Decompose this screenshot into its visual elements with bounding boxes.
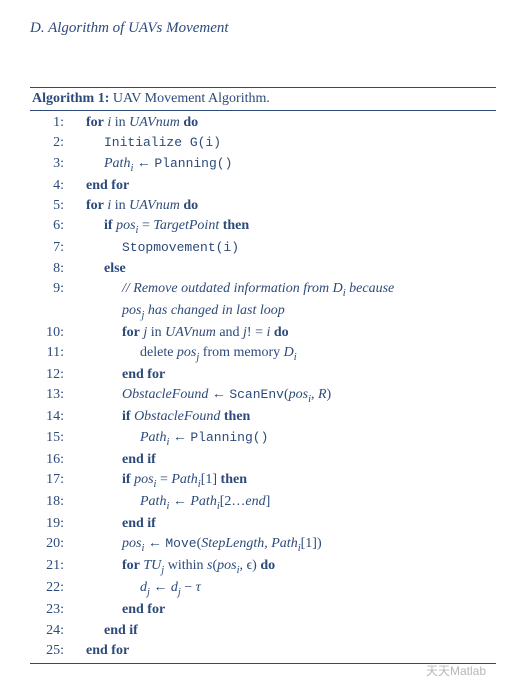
algorithm-title: UAV Movement Algorithm. (113, 91, 270, 106)
section-heading: D. Algorithm of UAVs Movement (30, 20, 496, 37)
watermark-text: 天天Matlab (426, 662, 486, 679)
line-code: else (68, 259, 126, 279)
algo-line: 21:for TUj within s(posi, ϵ) do (30, 556, 496, 578)
algo-line: 1:for i in UAVnum do (30, 113, 496, 133)
algo-line: 12:end for (30, 365, 496, 385)
algo-line: 20:posi ← Move(StepLength, Pathi[1]) (30, 534, 496, 556)
line-number: 23: (30, 600, 68, 620)
section-label: D. (30, 20, 45, 36)
algo-line: 8:else (30, 259, 496, 279)
line-code: end for (68, 176, 129, 196)
line-code: delete posj from memory Di (68, 343, 297, 365)
algorithm-box: Algorithm 1: UAV Movement Algorithm. 1:f… (30, 87, 496, 664)
algo-line: 4:end for (30, 176, 496, 196)
line-code: for i in UAVnum do (68, 113, 198, 133)
line-code: // Remove outdated information from Di b… (68, 279, 394, 301)
algo-line: posj has changed in last loop (30, 301, 496, 323)
line-number: 1: (30, 113, 68, 133)
algo-line: 9:// Remove outdated information from Di… (30, 279, 496, 301)
line-code: end if (68, 450, 156, 470)
line-number: 9: (30, 279, 68, 299)
line-number: 13: (30, 385, 68, 405)
section-title: Algorithm of UAVs Movement (48, 20, 228, 36)
algo-line: 17:if posi = Pathi[1] then (30, 470, 496, 492)
line-number: 19: (30, 514, 68, 534)
line-code: posj has changed in last loop (68, 301, 285, 323)
algo-line: 15:Pathi ← Planning() (30, 428, 496, 450)
line-code: for j in UAVnum and j! = i do (68, 323, 289, 343)
line-number: 24: (30, 621, 68, 641)
algo-line: 25:end for (30, 641, 496, 661)
line-code: end for (68, 600, 165, 620)
algo-line: 19:end if (30, 514, 496, 534)
line-code: Pathi ← Pathi[2…end] (68, 492, 270, 514)
line-code: end for (68, 365, 165, 385)
line-number: 8: (30, 259, 68, 279)
line-number: 14: (30, 407, 68, 427)
algo-line: 14:if ObstacleFound then (30, 407, 496, 427)
line-number: 20: (30, 534, 68, 554)
algorithm-body: 1:for i in UAVnum do2:Initialize G(i)3:P… (30, 111, 496, 663)
algo-line: 23:end for (30, 600, 496, 620)
algo-line: 5:for i in UAVnum do (30, 196, 496, 216)
line-number: 12: (30, 365, 68, 385)
line-code: Pathi ← Planning() (68, 428, 268, 450)
algo-line: 6:if posi = TargetPoint then (30, 216, 496, 238)
algo-line: 7:Stopmovement(i) (30, 238, 496, 258)
line-code: end if (68, 621, 138, 641)
line-code: if posi = TargetPoint then (68, 216, 249, 238)
line-code: posi ← Move(StepLength, Pathi[1]) (68, 534, 322, 556)
line-number: 17: (30, 470, 68, 490)
line-number: 15: (30, 428, 68, 448)
line-number: 25: (30, 641, 68, 661)
line-number: 6: (30, 216, 68, 236)
line-number: 11: (30, 343, 68, 363)
line-number: 5: (30, 196, 68, 216)
algo-line: 22:dj ← dj − τ (30, 578, 496, 600)
line-number: 2: (30, 133, 68, 153)
line-code: Initialize G(i) (68, 133, 221, 153)
algo-line: 18:Pathi ← Pathi[2…end] (30, 492, 496, 514)
algo-line: 2:Initialize G(i) (30, 133, 496, 153)
line-code: if posi = Pathi[1] then (68, 470, 247, 492)
algo-line: 16:end if (30, 450, 496, 470)
line-number: 3: (30, 154, 68, 174)
algo-line: 13:ObstacleFound ← ScanEnv(posi, R) (30, 385, 496, 407)
line-code: for i in UAVnum do (68, 196, 198, 216)
line-number: 10: (30, 323, 68, 343)
line-number: 21: (30, 556, 68, 576)
line-code: for TUj within s(posi, ϵ) do (68, 556, 275, 578)
line-code: end if (68, 514, 156, 534)
line-number: 16: (30, 450, 68, 470)
algorithm-title-row: Algorithm 1: UAV Movement Algorithm. (30, 88, 496, 111)
algo-line: 11:delete posj from memory Di (30, 343, 496, 365)
line-number: 18: (30, 492, 68, 512)
line-code: Stopmovement(i) (68, 238, 239, 258)
line-number: 7: (30, 238, 68, 258)
algo-line: 10:for j in UAVnum and j! = i do (30, 323, 496, 343)
line-code: end for (68, 641, 129, 661)
line-code: if ObstacleFound then (68, 407, 250, 427)
algo-line: 3:Pathi ← Planning() (30, 154, 496, 176)
line-number: 22: (30, 578, 68, 598)
algo-line: 24:end if (30, 621, 496, 641)
line-code: ObstacleFound ← ScanEnv(posi, R) (68, 385, 331, 407)
line-code: Pathi ← Planning() (68, 154, 232, 176)
line-code: dj ← dj − τ (68, 578, 201, 600)
line-number: 4: (30, 176, 68, 196)
algorithm-label: Algorithm 1: (32, 91, 109, 106)
